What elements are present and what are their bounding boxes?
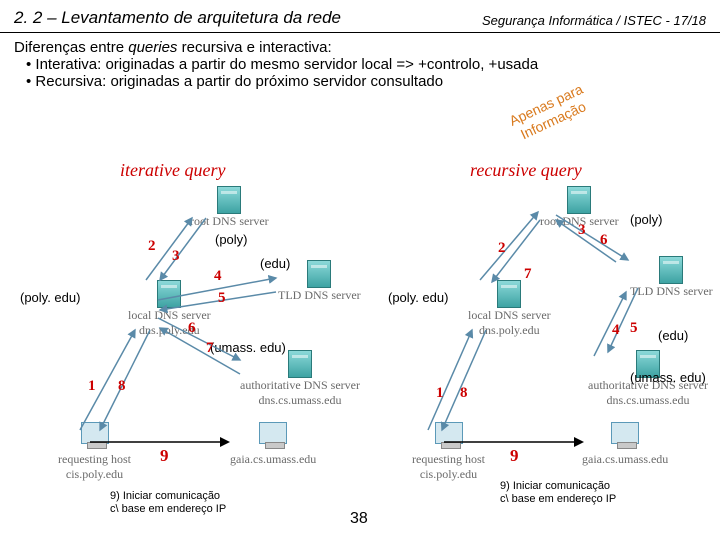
right-n7: 7: [524, 266, 532, 283]
right-n4: 4: [612, 322, 620, 339]
iterative-title: iterative query: [120, 160, 225, 181]
auth-label: authoritative DNS server: [240, 378, 360, 393]
target-domain: gaia.cs.umass.edu: [230, 452, 316, 467]
section-title: 2. 2 – Levantamento de arquitetura da re…: [14, 8, 341, 28]
left-tld-server: TLD DNS server: [278, 260, 361, 303]
req-label: requesting host: [58, 452, 131, 467]
server-icon: [659, 256, 683, 284]
tld-label: TLD DNS server: [630, 284, 713, 299]
auth-domain: dns.cs.umass.edu: [258, 393, 341, 408]
diagram-area: iterative query recursive query root DNS…: [0, 160, 720, 540]
req-domain: cis.poly.edu: [420, 467, 477, 482]
left-n6: 6: [188, 320, 196, 337]
right-target-host: gaia.cs.umass.edu: [582, 422, 668, 467]
auth-domain: dns.cs.umass.edu: [606, 393, 689, 408]
left-n4: 4: [214, 268, 222, 285]
bullet-1: • Interativa: originadas a partir do mes…: [14, 56, 706, 73]
right-poly-note: (poly): [630, 212, 663, 227]
server-icon: [307, 260, 331, 288]
left-poly-note: (poly): [215, 232, 248, 247]
bullet-2: • Recursiva: originadas a partir do próx…: [14, 73, 706, 90]
server-icon: [157, 280, 181, 308]
slide-header: 2. 2 – Levantamento de arquitetura da re…: [0, 0, 720, 33]
recursive-title: recursive query: [470, 160, 582, 181]
left-edu-note: (edu): [260, 256, 290, 271]
local-domain: dns.poly.edu: [479, 323, 540, 338]
local-label: local DNS server: [128, 308, 211, 323]
right-n3: 3: [578, 222, 586, 239]
right-polyedu-note: (poly. edu): [388, 290, 448, 305]
target-domain: gaia.cs.umass.edu: [582, 452, 668, 467]
right-req-host: requesting host cis.poly.edu: [412, 422, 485, 482]
server-icon: [288, 350, 312, 378]
left-req-host: requesting host cis.poly.edu: [58, 422, 131, 482]
root-label: root DNS server: [190, 214, 269, 229]
left-polyedu-note: (poly. edu): [20, 290, 80, 305]
server-icon: [497, 280, 521, 308]
content-block: Diferenças entre queries recursiva e int…: [0, 33, 720, 90]
right-local-server: local DNS server dns.poly.edu: [468, 280, 551, 338]
right-umass-note: (umass. edu): [630, 370, 706, 385]
left-umass-note: (umass. edu): [210, 340, 286, 355]
right-edu-note: (edu): [658, 328, 688, 343]
course-title: Segurança Informática / ISTEC - 17/18: [482, 13, 706, 28]
intro-line: Diferenças entre queries recursiva e int…: [14, 39, 706, 56]
right-footnote: 9) Iniciar comunicação c\ base em endere…: [500, 480, 616, 506]
right-n9: 9: [510, 446, 519, 466]
right-n5: 5: [630, 320, 638, 337]
left-n8: 8: [118, 378, 126, 395]
page-number: 38: [350, 510, 368, 528]
right-n1: 1: [436, 385, 444, 402]
pc-icon: [259, 422, 287, 444]
left-root-server: root DNS server: [190, 186, 269, 229]
right-n2: 2: [498, 240, 506, 257]
req-domain: cis.poly.edu: [66, 467, 123, 482]
left-n7: 7: [206, 340, 214, 357]
left-n2: 2: [148, 238, 156, 255]
right-n6: 6: [600, 232, 608, 249]
local-label: local DNS server: [468, 308, 551, 323]
info-stamp: Apenas para Informação: [507, 81, 593, 145]
left-footnote: 9) Iniciar comunicação c\ base em endere…: [110, 490, 226, 516]
server-icon: [567, 186, 591, 214]
pc-icon: [611, 422, 639, 444]
right-n8: 8: [460, 385, 468, 402]
pc-icon: [435, 422, 463, 444]
left-local-server: local DNS server dns.poly.edu: [128, 280, 211, 338]
left-n5: 5: [218, 290, 226, 307]
left-n1: 1: [88, 378, 96, 395]
left-n3: 3: [172, 248, 180, 265]
left-target-host: gaia.cs.umass.edu: [230, 422, 316, 467]
server-icon: [217, 186, 241, 214]
left-auth-server: authoritative DNS server dns.cs.umass.ed…: [240, 350, 360, 408]
left-n9: 9: [160, 446, 169, 466]
right-tld-server: TLD DNS server: [630, 256, 713, 299]
pc-icon: [81, 422, 109, 444]
tld-label: TLD DNS server: [278, 288, 361, 303]
req-label: requesting host: [412, 452, 485, 467]
